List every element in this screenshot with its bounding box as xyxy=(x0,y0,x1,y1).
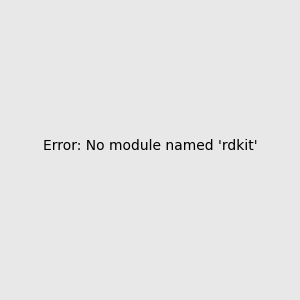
Text: Error: No module named 'rdkit': Error: No module named 'rdkit' xyxy=(43,139,257,153)
